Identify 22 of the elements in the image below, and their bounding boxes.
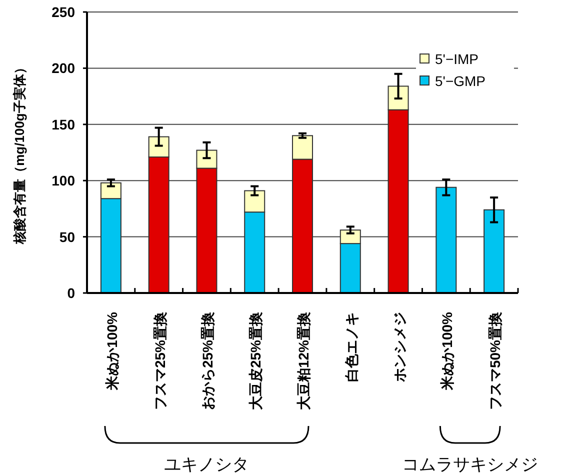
y-tick-label: 0 <box>67 285 76 301</box>
x-tick-label: ホンシメジ <box>391 312 408 383</box>
y-tick-label: 100 <box>52 172 76 189</box>
bar <box>436 186 457 294</box>
y-tick-label: 150 <box>52 116 76 132</box>
y-tick-label: 200 <box>52 60 76 76</box>
x-tick-label: フスマ50%置換 <box>487 311 504 410</box>
text: ユキノシタ <box>164 455 250 474</box>
x-tick-label: 大豆粕12%置換 <box>296 311 312 410</box>
bar <box>484 209 505 294</box>
y-tick-label: 50 <box>59 228 76 245</box>
x-tick-label: 大豆皮25%置換 <box>248 311 264 410</box>
text: コムラサキシメジ <box>402 455 538 474</box>
legend-label: 5'−IMP <box>435 51 479 67</box>
x-tick-label: 米ぬか100% <box>104 311 120 391</box>
y-axis-title: 核酸含有量（mg/100g子実体） <box>12 61 27 245</box>
y-tick-label: 250 <box>52 4 76 20</box>
legend-label: 5'−GMP <box>435 73 486 89</box>
x-tick-label: フスマ25%置換 <box>152 311 168 410</box>
x-tick-label: おから25%置換 <box>200 311 216 410</box>
x-tick-label: 白色エノキ <box>343 312 360 382</box>
x-tick-label: 米ぬか100% <box>439 311 456 391</box>
